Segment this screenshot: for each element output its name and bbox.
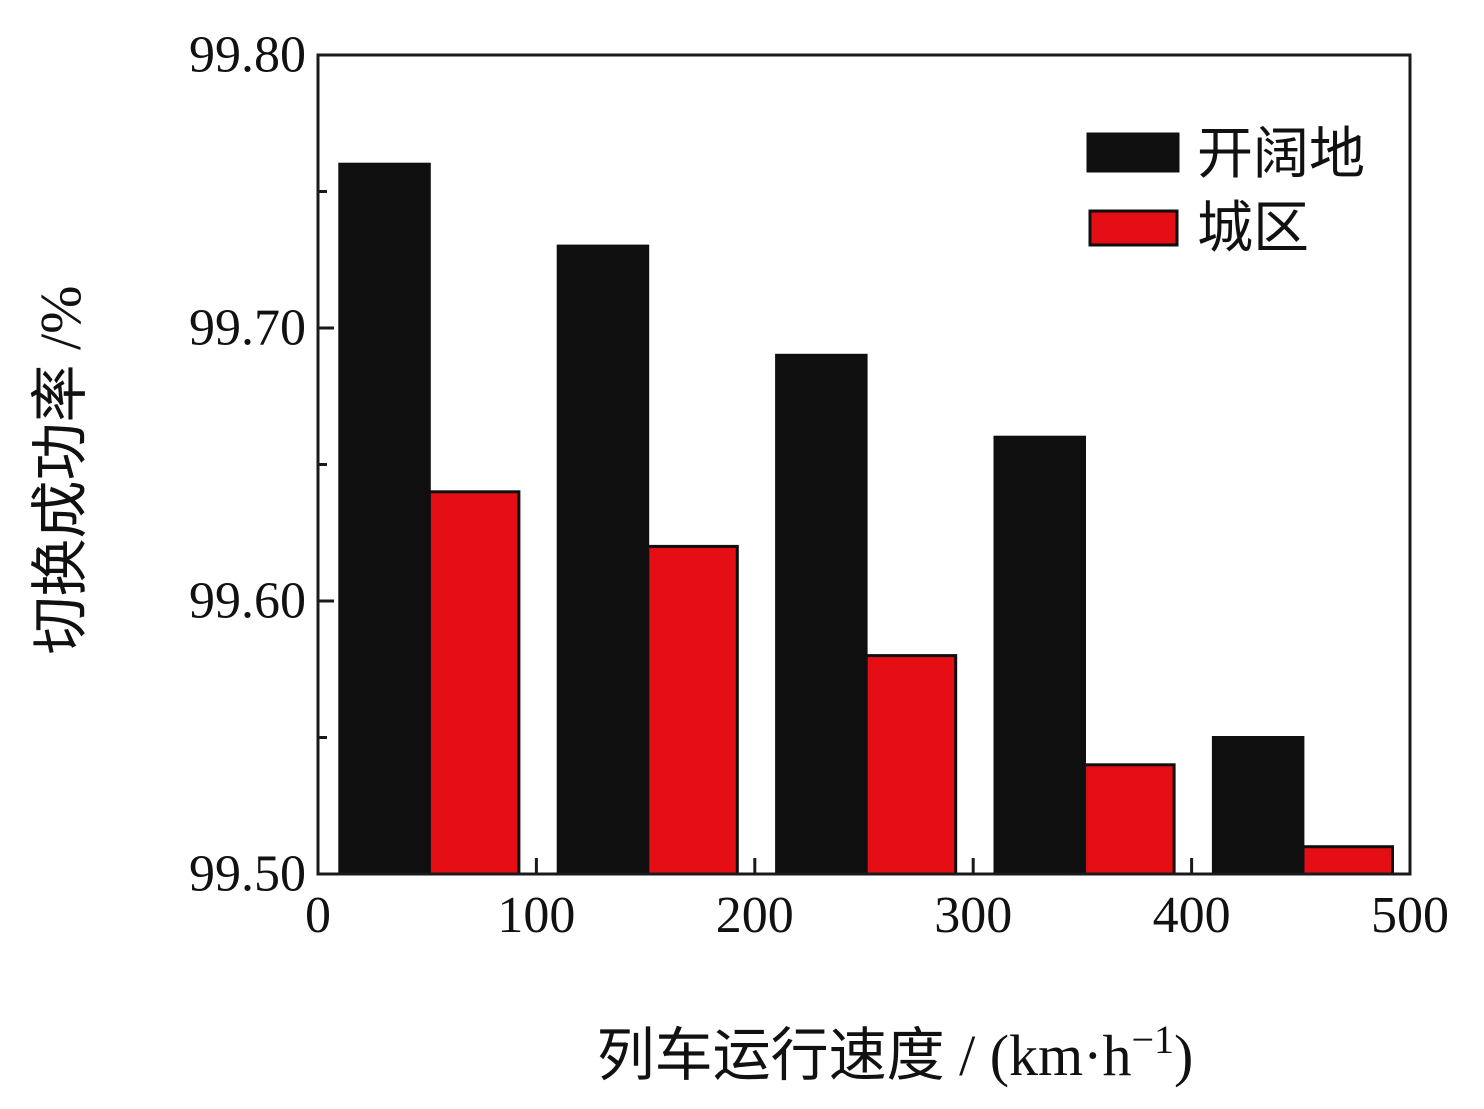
ticks-layer: 99.50 99.60 99.70 99.80 0 100 200 300 400 500: [189, 27, 1449, 945]
bar-0-1: [556, 244, 650, 876]
bar-0-4: [1211, 736, 1305, 876]
y-axis-title: 切换成功率 /%: [28, 286, 93, 655]
y-tick-label: 99.50: [189, 846, 306, 903]
legend-swatch-urban: [1088, 209, 1179, 247]
legend-label-urban: 城区: [1197, 198, 1309, 260]
bar-1-4: [1301, 845, 1394, 876]
bars-layer: [338, 162, 1394, 876]
bar-1-2: [864, 654, 958, 876]
x-tick-label: 400: [1153, 887, 1231, 944]
x-tick-label: 100: [497, 887, 575, 944]
y-tick-label: 99.60: [189, 573, 306, 630]
bar-0-2: [775, 353, 868, 876]
bar-0-0: [338, 162, 431, 876]
x-axis-title: 列车运行速度 / (km·h−1): [597, 1017, 1194, 1088]
y-tick-label: 99.70: [189, 300, 306, 357]
legend-swatch-open-area: [1086, 132, 1180, 173]
bar-1-0: [427, 490, 521, 876]
legend-label-open-area: 开阔地: [1197, 124, 1365, 186]
bar-1-3: [1083, 763, 1176, 876]
x-tick-label: 0: [305, 887, 331, 944]
x-tick-label: 500: [1371, 887, 1449, 944]
plot-border: [316, 53, 1412, 876]
x-tick-label: 300: [934, 887, 1012, 944]
y-tick-label: 99.80: [189, 27, 306, 84]
x-tick-label: 200: [716, 887, 794, 944]
legend: 开阔地 城区: [1086, 124, 1365, 260]
bar-0-3: [993, 435, 1086, 876]
bar-1-1: [646, 544, 739, 876]
